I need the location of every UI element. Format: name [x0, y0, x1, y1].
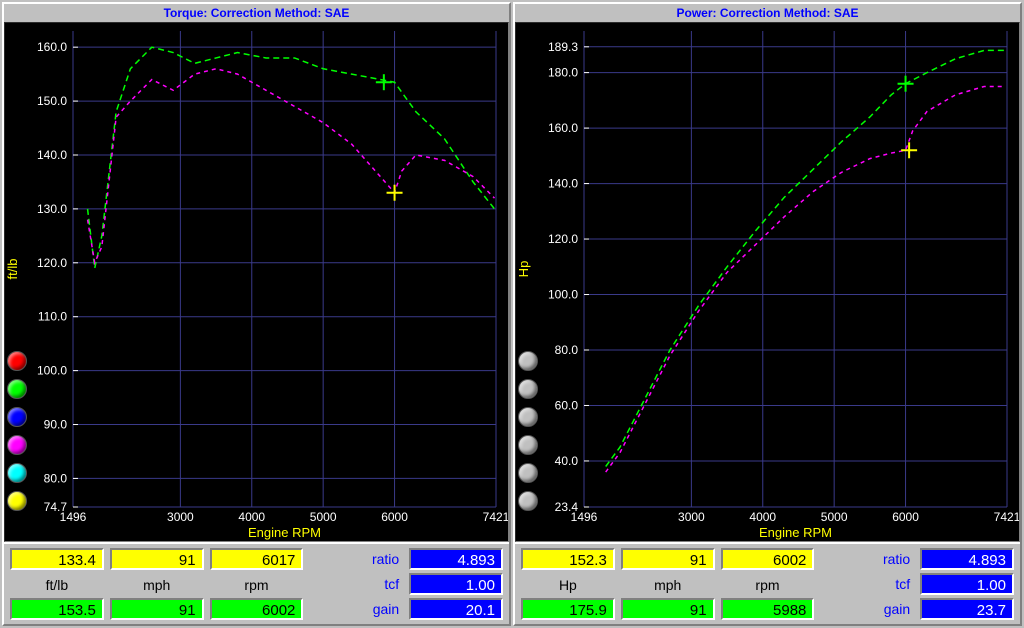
svg-text:160.0: 160.0 — [548, 121, 578, 135]
svg-text:120.0: 120.0 — [548, 232, 578, 246]
ratio-label: ratio — [309, 551, 403, 567]
legend-orb[interactable] — [7, 435, 27, 455]
legend-orb[interactable] — [518, 407, 538, 427]
svg-text:74.7: 74.7 — [44, 500, 68, 514]
torque-readout: 133.4 91 6017 ratio 4.893 ft/lb mph rpm … — [4, 542, 509, 624]
svg-text:160.0: 160.0 — [37, 40, 67, 54]
svg-text:5000: 5000 — [821, 510, 848, 524]
legend-orb[interactable] — [7, 463, 27, 483]
svg-text:60.0: 60.0 — [555, 398, 579, 412]
tcf-label: tcf — [309, 576, 403, 592]
svg-text:Hp: Hp — [516, 261, 531, 278]
svg-text:3000: 3000 — [678, 510, 705, 524]
svg-text:4000: 4000 — [749, 510, 776, 524]
legend-orb[interactable] — [518, 351, 538, 371]
power-chart[interactable]: 14963000400050006000742123.440.060.080.0… — [515, 22, 1020, 542]
torque-tcf: 1.00 — [409, 573, 503, 595]
power-val-mph: 91 — [621, 548, 715, 570]
gain-label: gain — [309, 601, 403, 617]
svg-text:40.0: 40.0 — [555, 454, 579, 468]
unit-hp: Hp — [521, 575, 615, 593]
unit-rpm-r: rpm — [721, 575, 815, 593]
unit-rpm: rpm — [210, 575, 304, 593]
torque-val2-rpm: 6002 — [210, 598, 304, 620]
torque-panel: Torque: Correction Method: SAE 149630004… — [2, 2, 511, 626]
torque-chart[interactable]: 14963000400050006000742174.780.090.0100.… — [4, 22, 509, 542]
svg-text:4000: 4000 — [238, 510, 265, 524]
svg-text:80.0: 80.0 — [555, 343, 579, 357]
svg-text:180.0: 180.0 — [548, 66, 578, 80]
svg-text:23.4: 23.4 — [555, 500, 579, 514]
svg-text:140.0: 140.0 — [37, 148, 67, 162]
torque-val-ftlb: 133.4 — [10, 548, 104, 570]
legend-orb[interactable] — [518, 491, 538, 511]
power-val2-rpm: 5988 — [721, 598, 815, 620]
torque-gain: 20.1 — [409, 598, 503, 620]
gain-label-r: gain — [820, 601, 914, 617]
torque-val-rpm: 6017 — [210, 548, 304, 570]
legend-orb[interactable] — [7, 407, 27, 427]
power-val-hp: 152.3 — [521, 548, 615, 570]
legend-orb[interactable] — [7, 491, 27, 511]
legend-orb[interactable] — [518, 463, 538, 483]
ratio-label-r: ratio — [820, 551, 914, 567]
power-val2-hp: 175.9 — [521, 598, 615, 620]
torque-title: Torque: Correction Method: SAE — [4, 4, 509, 22]
power-title: Power: Correction Method: SAE — [515, 4, 1020, 22]
svg-text:7421: 7421 — [483, 510, 508, 524]
power-tcf: 1.00 — [920, 573, 1014, 595]
power-val2-mph: 91 — [621, 598, 715, 620]
power-ratio: 4.893 — [920, 548, 1014, 570]
svg-text:140.0: 140.0 — [548, 177, 578, 191]
legend-orb[interactable] — [7, 379, 27, 399]
svg-text:189.3: 189.3 — [548, 40, 578, 54]
tcf-label-r: tcf — [820, 576, 914, 592]
svg-text:110.0: 110.0 — [38, 310, 67, 324]
svg-text:80.0: 80.0 — [44, 471, 68, 485]
torque-ratio: 4.893 — [409, 548, 503, 570]
unit-ftlb: ft/lb — [10, 575, 104, 593]
legend-orb[interactable] — [518, 379, 538, 399]
svg-text:130.0: 130.0 — [37, 202, 67, 216]
unit-mph-r: mph — [621, 575, 715, 593]
svg-text:100.0: 100.0 — [548, 288, 578, 302]
torque-val2-ftlb: 153.5 — [10, 598, 104, 620]
power-val-rpm: 6002 — [721, 548, 815, 570]
legend-orb[interactable] — [7, 351, 27, 371]
svg-text:90.0: 90.0 — [44, 418, 68, 432]
legend-orb[interactable] — [518, 435, 538, 455]
svg-text:6000: 6000 — [381, 510, 408, 524]
svg-text:ft/lb: ft/lb — [5, 259, 20, 280]
svg-text:120.0: 120.0 — [37, 256, 67, 270]
svg-text:100.0: 100.0 — [37, 364, 67, 378]
torque-val2-mph: 91 — [110, 598, 204, 620]
power-gain: 23.7 — [920, 598, 1014, 620]
svg-text:6000: 6000 — [892, 510, 919, 524]
unit-mph: mph — [110, 575, 204, 593]
svg-text:7421: 7421 — [994, 510, 1019, 524]
torque-val-mph: 91 — [110, 548, 204, 570]
svg-text:3000: 3000 — [167, 510, 194, 524]
svg-text:Engine RPM: Engine RPM — [759, 525, 832, 540]
power-readout: 152.3 91 6002 ratio 4.893 Hp mph rpm tcf… — [515, 542, 1020, 624]
svg-text:Engine RPM: Engine RPM — [248, 525, 321, 540]
power-panel: Power: Correction Method: SAE 1496300040… — [513, 2, 1022, 626]
svg-text:150.0: 150.0 — [37, 94, 67, 108]
svg-text:5000: 5000 — [310, 510, 337, 524]
